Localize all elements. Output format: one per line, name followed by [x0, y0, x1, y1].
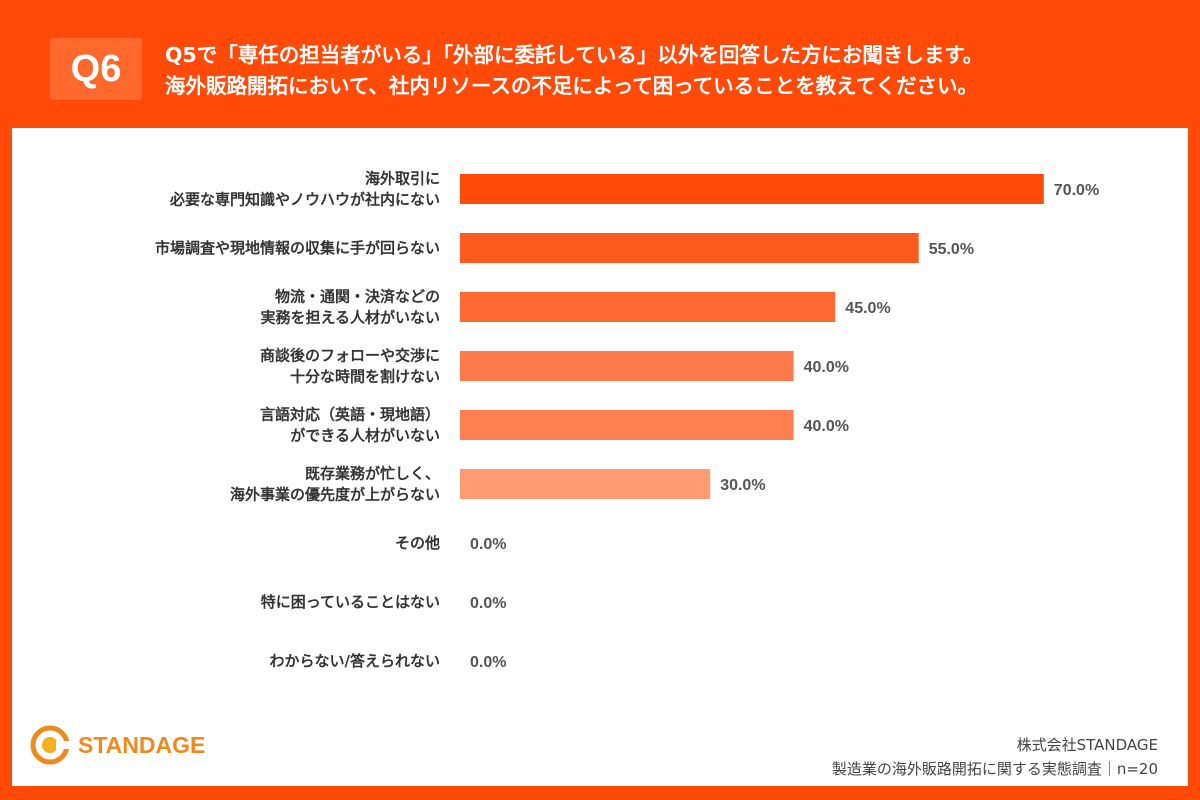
- data-label: 30.0%: [720, 477, 765, 494]
- category-label: 既存業務が忙しく、海外事業の優先度が上がらない: [230, 465, 440, 504]
- question-number-badge: Q6: [50, 38, 142, 100]
- category-label: 海外取引に必要な専門知識やノウハウが社内にない: [169, 170, 440, 209]
- data-label: 55.0%: [929, 241, 974, 258]
- category-label: 言語対応（英語・現地語）ができる人材がいない: [260, 406, 440, 445]
- data-label: 70.0%: [1054, 182, 1099, 199]
- category-label: 特に困っていることはない: [261, 593, 440, 611]
- standage-logo: STANDAGE: [30, 723, 205, 767]
- survey-info: 製造業の海外販路開拓に関する実態調査｜n=20: [831, 760, 1158, 778]
- question-line-2: 海外販路開拓において、社内リソースの不足によって困っていることを教えてください。: [165, 74, 979, 98]
- question-text: Q5で「専任の担当者がいる」「外部に委託している」以外を回答した方にお聞きします…: [165, 40, 1175, 102]
- bar: [460, 469, 711, 499]
- header: Q6 Q5で「専任の担当者がいる」「外部に委託している」以外を回答した方にお聞き…: [0, 0, 1200, 128]
- bar: [460, 292, 836, 322]
- company-name: 株式会社STANDAGE: [1016, 736, 1158, 754]
- category-label: 物流・通関・決済などの実務を担える人材がいない: [260, 288, 440, 327]
- data-label: 45.0%: [845, 300, 890, 317]
- bar: [460, 410, 794, 440]
- bar: [460, 233, 919, 263]
- question-line-1: Q5で「専任の担当者がいる」「外部に委託している」以外を回答した方にお聞きします…: [165, 43, 984, 67]
- footer-info: 株式会社STANDAGE 製造業の海外販路開拓に関する実態調査｜n=20: [832, 733, 1158, 781]
- category-label: わからない/答えられない: [270, 652, 440, 670]
- bar: [460, 351, 794, 381]
- data-label: 0.0%: [470, 536, 506, 553]
- data-label: 0.0%: [470, 654, 506, 671]
- logo-mark-icon: [30, 725, 70, 765]
- data-label: 0.0%: [470, 595, 506, 612]
- category-label: その他: [395, 534, 440, 552]
- data-label: 40.0%: [804, 359, 849, 376]
- category-label: 市場調査や現地情報の収集に手が回らない: [155, 239, 440, 257]
- logo-text: STANDAGE: [78, 731, 206, 758]
- data-label: 40.0%: [804, 418, 849, 435]
- category-label: 商談後のフォローや交渉に十分な時間を割けない: [260, 347, 440, 386]
- bar: [460, 174, 1044, 204]
